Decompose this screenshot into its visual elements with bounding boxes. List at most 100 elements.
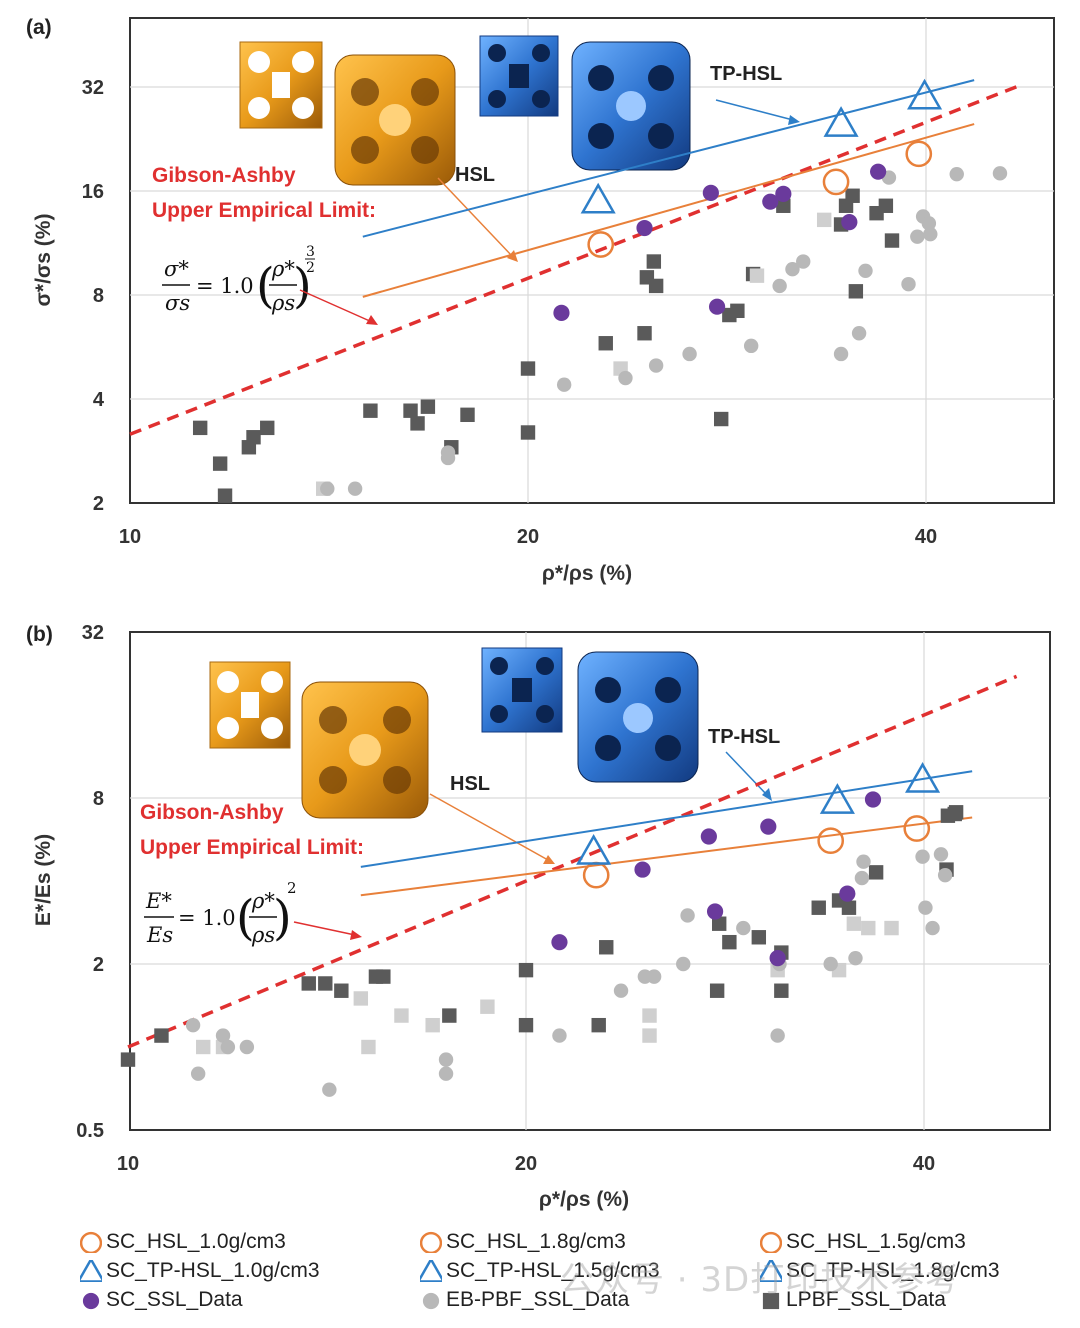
legend-label: SC_TP-HSL_1.5g/cm3 bbox=[446, 1259, 660, 1282]
data-point bbox=[599, 940, 614, 955]
series-sc-tp-hsl-1-0g-cm3 bbox=[580, 182, 616, 214]
data-point bbox=[833, 346, 849, 362]
x-tick-label: 10 bbox=[119, 526, 141, 548]
data-point bbox=[347, 481, 363, 496]
legend-item: EB-PBF_SSL_Data bbox=[420, 1288, 629, 1312]
legend-marker bbox=[80, 1231, 102, 1253]
data-point bbox=[851, 326, 867, 341]
tphsl-unit-cell-face-illustration bbox=[479, 35, 559, 117]
panel-b-ticks: 10 20 40 0.5 2 8 32 bbox=[76, 622, 935, 1175]
data-point bbox=[363, 403, 378, 418]
data-point bbox=[785, 262, 800, 277]
series-lpbf-ssl-data bbox=[120, 805, 964, 1067]
data-point bbox=[770, 1028, 785, 1043]
data-point bbox=[856, 854, 871, 869]
data-point bbox=[320, 481, 335, 496]
legend-marker bbox=[760, 1260, 782, 1282]
x-tick-label: 20 bbox=[515, 1153, 537, 1175]
data-point bbox=[598, 336, 613, 351]
data-point bbox=[301, 976, 316, 991]
legend-marker-icon bbox=[80, 1231, 102, 1253]
data-point bbox=[762, 193, 779, 210]
data-point bbox=[322, 1082, 337, 1097]
data-point bbox=[743, 338, 759, 354]
watermark: 公众号 · 3D打印技术参考 bbox=[560, 1260, 961, 1300]
hsl-lattice-cube-illustration bbox=[334, 54, 456, 186]
x-tick-label: 40 bbox=[915, 526, 937, 548]
data-point bbox=[361, 1039, 376, 1055]
legend-item: SC_SSL_Data bbox=[80, 1288, 243, 1312]
data-point bbox=[190, 1066, 206, 1081]
data-point bbox=[811, 900, 826, 915]
tphsl-lattice-cube-illustration bbox=[571, 41, 691, 171]
legend-label: SC_HSL_1.5g/cm3 bbox=[786, 1230, 966, 1253]
panel-a-ga-title-2: Upper Empirical Limit: bbox=[152, 199, 376, 222]
series-lpbf-ssl-data-light bbox=[196, 916, 899, 1055]
data-point bbox=[246, 430, 261, 445]
data-point bbox=[591, 1017, 606, 1033]
svg-text:E*: E* bbox=[145, 889, 172, 913]
panel-b-hsl-label: HSL bbox=[450, 773, 490, 795]
data-point bbox=[907, 78, 943, 110]
data-point bbox=[580, 182, 616, 214]
panel-a-ga-title-1: Gibson-Ashby bbox=[152, 164, 296, 187]
series-sc-hsl-1-5g-cm3 bbox=[822, 168, 850, 196]
legend-marker bbox=[422, 1292, 440, 1310]
tphsl-lattice-cube-illustration-b bbox=[577, 651, 699, 783]
legend-label: SC_HSL_1.8g/cm3 bbox=[446, 1230, 626, 1253]
data-point bbox=[394, 1008, 409, 1023]
panel-a-plot-frame bbox=[129, 17, 1055, 504]
panel-b-hsl-arrow bbox=[429, 793, 549, 861]
svg-text:ρ*: ρ* bbox=[251, 889, 275, 913]
y-tick-label: 0.5 bbox=[76, 1120, 104, 1142]
data-point bbox=[878, 198, 894, 213]
data-point bbox=[260, 420, 275, 436]
data-point bbox=[841, 900, 857, 915]
data-point bbox=[702, 184, 719, 201]
data-point bbox=[845, 188, 860, 203]
data-point bbox=[646, 969, 662, 984]
panel-b-tphsl-label: TP-HSL bbox=[708, 726, 780, 748]
y-tick-label: 2 bbox=[93, 954, 104, 976]
data-point bbox=[120, 1052, 136, 1067]
data-point bbox=[923, 226, 938, 242]
y-tick-label: 32 bbox=[82, 77, 104, 99]
legend-marker bbox=[80, 1260, 102, 1282]
data-point bbox=[730, 303, 745, 319]
data-point bbox=[636, 219, 653, 237]
panel-b: (b) 10 20 40 0.5 2 8 32 ρ*/ρs (%) E*/Es (%) bbox=[26, 622, 1051, 1211]
data-point bbox=[646, 254, 662, 269]
panel-a-y-axis-label: σ*/σs (%) bbox=[32, 214, 55, 307]
y-tick-label: 2 bbox=[93, 493, 104, 515]
svg-text:= 1.0: = 1.0 bbox=[196, 274, 254, 298]
series-sc-hsl-1-0g-cm3 bbox=[587, 231, 615, 258]
data-point bbox=[215, 1028, 231, 1043]
svg-text:(: ( bbox=[236, 890, 255, 946]
data-point bbox=[774, 983, 789, 998]
legend-marker bbox=[760, 1231, 782, 1253]
data-point bbox=[192, 420, 208, 436]
legend-item: SC_TP-HSL_1.8g/cm3 bbox=[760, 1259, 1000, 1283]
legend-item: SC_HSL_1.5g/cm3 bbox=[760, 1230, 966, 1254]
data-point bbox=[709, 983, 725, 998]
data-point bbox=[618, 370, 633, 386]
data-point bbox=[425, 1017, 440, 1033]
data-point bbox=[751, 930, 767, 945]
data-point bbox=[823, 106, 859, 137]
data-point bbox=[915, 849, 930, 864]
y-tick-label: 8 bbox=[93, 788, 104, 810]
data-point bbox=[460, 407, 475, 423]
panel-b-fit-lines bbox=[127, 674, 1018, 1049]
legend-marker-icon bbox=[420, 1231, 442, 1253]
legend-item: SC_HSL_1.0g/cm3 bbox=[80, 1230, 286, 1254]
legend-label: SC_TP-HSL_1.8g/cm3 bbox=[786, 1259, 1000, 1282]
legend-marker-icon bbox=[760, 1231, 782, 1253]
panel-b-x-axis-label: ρ*/ρs (%) bbox=[539, 1188, 629, 1211]
panel-b-y-axis-label: E*/Es (%) bbox=[32, 834, 55, 926]
data-point bbox=[884, 233, 900, 248]
data-point bbox=[185, 1017, 201, 1033]
legend-marker-icon bbox=[420, 1260, 442, 1282]
data-point bbox=[480, 999, 495, 1014]
data-point bbox=[318, 976, 333, 991]
